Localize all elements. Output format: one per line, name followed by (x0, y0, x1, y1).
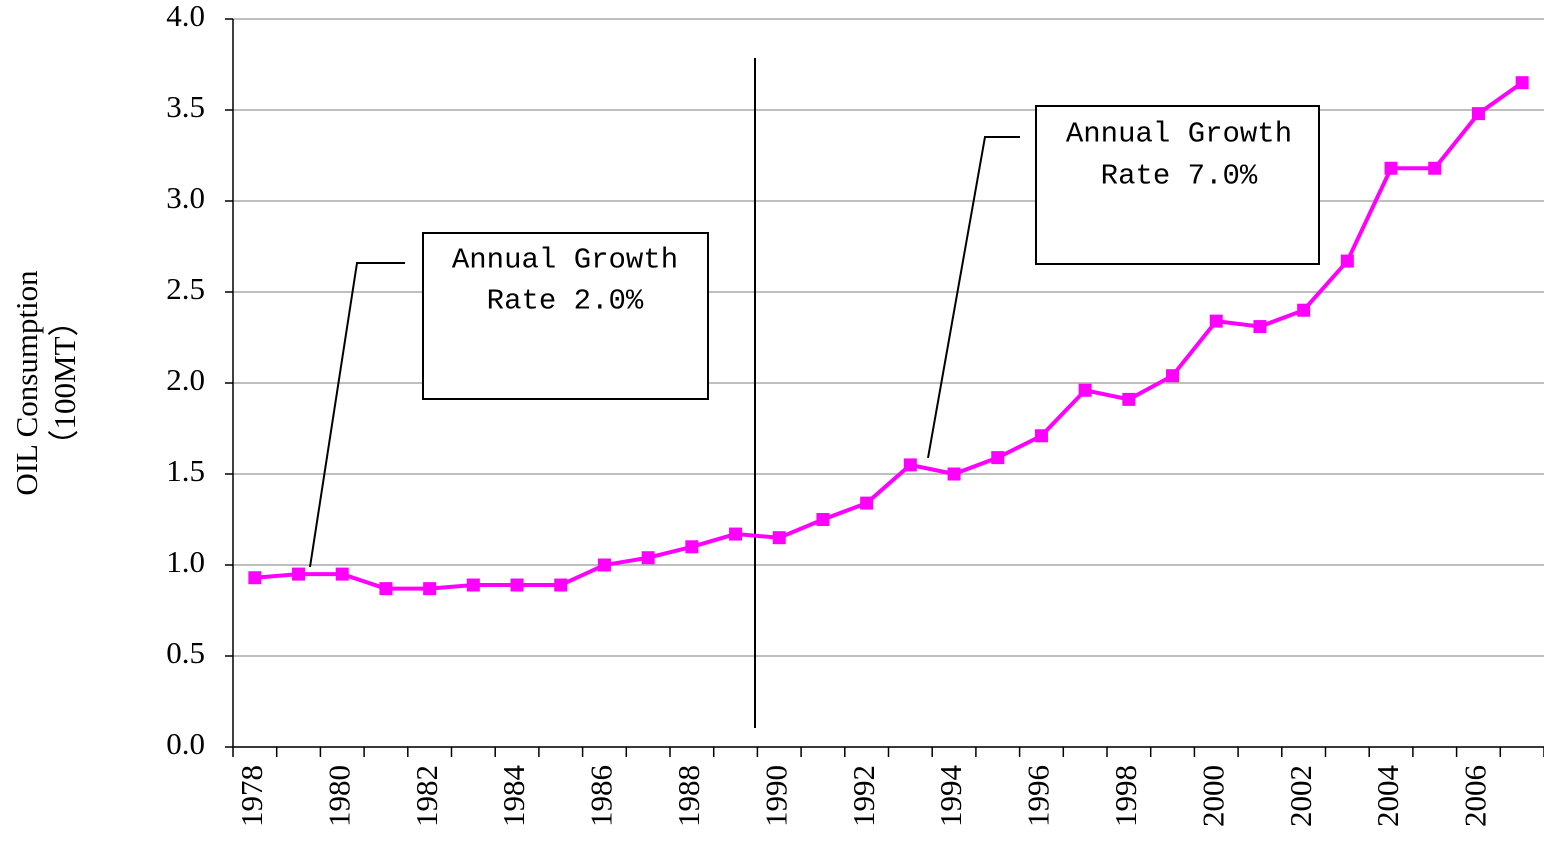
marker (1078, 383, 1092, 397)
marker (816, 513, 830, 526)
annotation-text: Annual Growth (1066, 118, 1292, 151)
x-tick-label: 1988 (671, 765, 706, 827)
y-axis-label-line: （100MT） (47, 306, 82, 461)
x-tick-label: 1990 (758, 765, 793, 827)
x-tick-label: 1982 (409, 765, 444, 827)
marker (685, 540, 699, 554)
marker (641, 551, 655, 565)
x-tick-label: 1998 (1108, 765, 1143, 827)
annotation-text: Rate 2.0% (487, 285, 644, 318)
marker (1034, 429, 1048, 443)
y-tick-label: 2.0 (166, 362, 205, 397)
marker (947, 467, 961, 481)
marker (292, 567, 306, 581)
y-axis-label: OIL Consumption （100MT） (9, 270, 82, 496)
marker (1515, 76, 1529, 90)
x-tick-label: 1992 (846, 765, 881, 827)
marker (510, 578, 524, 592)
x-tick-label: 2002 (1283, 765, 1318, 827)
marker (1209, 314, 1223, 328)
annotation-text: Annual Growth (452, 244, 678, 277)
x-tick-label: 1996 (1021, 765, 1056, 827)
marker (1122, 392, 1136, 406)
marker (903, 458, 917, 472)
marker (729, 527, 743, 541)
y-axis-label-line: OIL Consumption (9, 270, 44, 496)
annotation-box (1035, 105, 1320, 265)
x-tick-label: 2000 (1195, 765, 1230, 827)
leader-line (927, 136, 1020, 459)
marker (248, 571, 262, 585)
marker (554, 578, 568, 592)
x-tick-label: 1986 (584, 765, 619, 827)
marker (1253, 320, 1267, 334)
marker (1428, 161, 1442, 175)
marker (335, 567, 349, 581)
y-tick-label: 1.5 (166, 453, 205, 488)
x-tick-label: 1980 (321, 765, 356, 827)
y-tick-label: 0.0 (166, 726, 205, 761)
x-tick-label: 1984 (496, 765, 531, 828)
y-tick-label: 0.5 (166, 635, 205, 670)
line (254, 81, 1524, 591)
annotation-text: Rate 7.0% (1101, 160, 1258, 193)
y-tick-label: 4.0 (166, 0, 205, 33)
marker (1340, 254, 1354, 268)
marker (597, 558, 611, 572)
y-tick-label: 3.5 (166, 89, 205, 124)
x-tick-label: 1994 (933, 765, 968, 828)
marker (1384, 161, 1398, 175)
leader-line (309, 262, 405, 568)
marker (423, 582, 437, 596)
x-tick-label: 2004 (1370, 765, 1405, 828)
marker (466, 578, 480, 592)
marker (379, 582, 393, 596)
annotation-box (422, 232, 709, 400)
y-tick-label: 1.0 (166, 544, 205, 579)
y-tick-label: 3.0 (166, 180, 205, 215)
marker (860, 496, 874, 510)
marker (1297, 303, 1311, 317)
marker (1166, 369, 1180, 383)
marker (991, 451, 1005, 465)
y-tick-label: 2.5 (166, 271, 205, 306)
x-tick-label: 1978 (234, 765, 269, 827)
marker (1471, 107, 1485, 121)
x-tick-label: 2006 (1458, 765, 1493, 827)
marker (772, 531, 786, 545)
